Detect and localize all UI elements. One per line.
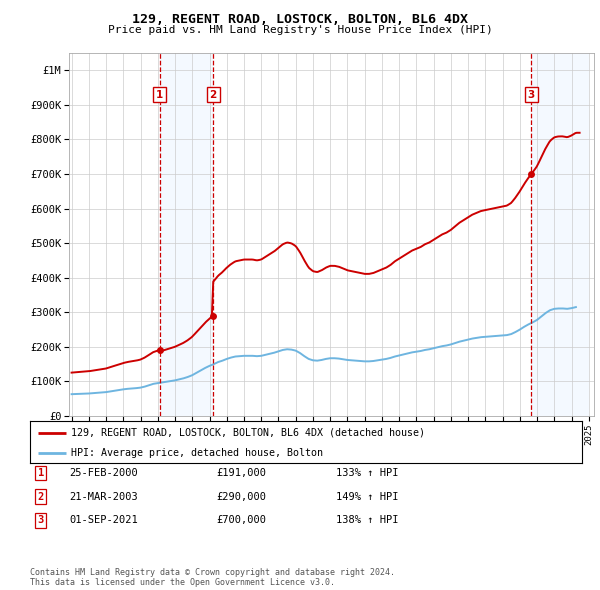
Text: Contains HM Land Registry data © Crown copyright and database right 2024.
This d: Contains HM Land Registry data © Crown c… — [30, 568, 395, 587]
Bar — [160, 53, 213, 416]
Text: Price paid vs. HM Land Registry's House Price Index (HPI): Price paid vs. HM Land Registry's House … — [107, 25, 493, 35]
Text: 133% ↑ HPI: 133% ↑ HPI — [336, 468, 398, 478]
Text: 129, REGENT ROAD, LOSTOCK, BOLTON, BL6 4DX: 129, REGENT ROAD, LOSTOCK, BOLTON, BL6 4… — [132, 13, 468, 26]
Text: 2: 2 — [38, 492, 44, 502]
Text: 149% ↑ HPI: 149% ↑ HPI — [336, 492, 398, 502]
Text: 3: 3 — [38, 516, 44, 525]
Text: 21-MAR-2003: 21-MAR-2003 — [69, 492, 138, 502]
Bar — [532, 53, 589, 416]
Text: 01-SEP-2021: 01-SEP-2021 — [69, 516, 138, 525]
Text: 3: 3 — [528, 90, 535, 100]
Text: 129, REGENT ROAD, LOSTOCK, BOLTON, BL6 4DX (detached house): 129, REGENT ROAD, LOSTOCK, BOLTON, BL6 4… — [71, 428, 425, 438]
Text: 2: 2 — [209, 90, 217, 100]
Text: £191,000: £191,000 — [216, 468, 266, 478]
Text: HPI: Average price, detached house, Bolton: HPI: Average price, detached house, Bolt… — [71, 448, 323, 457]
Text: £700,000: £700,000 — [216, 516, 266, 525]
Text: 138% ↑ HPI: 138% ↑ HPI — [336, 516, 398, 525]
Text: £290,000: £290,000 — [216, 492, 266, 502]
Text: 1: 1 — [38, 468, 44, 478]
Text: 25-FEB-2000: 25-FEB-2000 — [69, 468, 138, 478]
Text: 1: 1 — [156, 90, 163, 100]
